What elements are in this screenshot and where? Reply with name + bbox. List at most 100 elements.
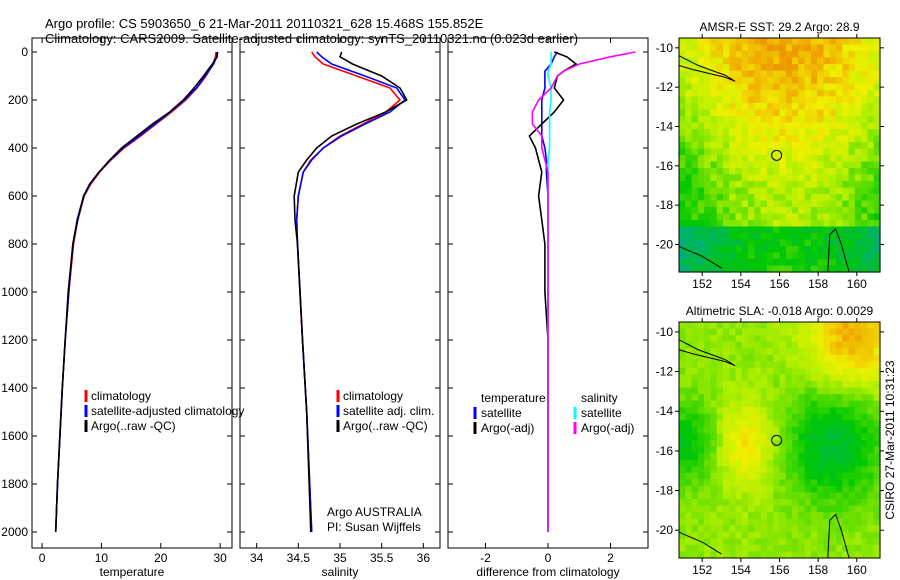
map-cell (861, 518, 869, 526)
map-cell (867, 348, 875, 356)
map-cell (842, 57, 850, 65)
map-cell (854, 90, 862, 98)
map-cell (873, 252, 881, 260)
map-cell (798, 374, 806, 382)
map-cell (823, 174, 831, 182)
map-cell (836, 116, 843, 124)
map-cell (748, 51, 755, 59)
map-cell (798, 348, 806, 356)
map-cell (779, 544, 787, 553)
map-cell (741, 492, 749, 500)
map-cell (848, 499, 856, 507)
map-cell (685, 433, 693, 441)
map-cell (729, 226, 737, 234)
map-cell (785, 413, 793, 421)
map-cell (861, 135, 869, 143)
map-cell (779, 505, 787, 513)
argo-float-marker (771, 149, 783, 161)
y-tick-label: -18 (656, 198, 674, 212)
map-cell (817, 96, 825, 104)
map-cell (704, 335, 712, 343)
map-cell (729, 51, 737, 59)
title-line-1: Argo profile: CS 5903650_6 21-Mar-2011 2… (45, 16, 484, 31)
map-cell (773, 259, 781, 267)
map-cell (748, 426, 755, 435)
map-cell (748, 381, 755, 389)
map-cell (754, 531, 762, 539)
map-cell (735, 174, 743, 182)
map-cell (741, 226, 749, 234)
map-cell (691, 70, 699, 78)
map-cell (829, 83, 837, 91)
map-cell (842, 407, 850, 415)
map-cell (817, 246, 825, 254)
map-cell (710, 407, 718, 415)
map-cell (773, 57, 781, 65)
map-cell (773, 551, 781, 559)
map-cell (861, 420, 869, 428)
map-cell (842, 187, 850, 195)
map-cell (691, 135, 699, 143)
map-cell (722, 381, 730, 389)
map-cell (754, 252, 762, 260)
map-cell (829, 374, 837, 382)
map-cell (741, 135, 749, 143)
map-cell (760, 174, 768, 182)
map-cell (716, 194, 724, 202)
map-cell (691, 525, 699, 533)
map-cell (773, 538, 781, 546)
map-cell (804, 518, 812, 526)
map-cell (748, 148, 755, 156)
map-cell (766, 109, 774, 117)
map-cell (685, 499, 693, 507)
map-cell (848, 446, 856, 454)
map-cell (722, 233, 730, 241)
map-cell (792, 181, 799, 189)
map-cell (810, 394, 818, 402)
map-cell (804, 551, 812, 559)
map-cell (785, 472, 793, 480)
map-cell (810, 70, 818, 78)
map-cell (766, 194, 774, 202)
map-cell (748, 174, 755, 182)
map-cell (704, 174, 712, 182)
map-cell (817, 103, 825, 111)
map-cell (823, 259, 831, 267)
map-cell (691, 233, 699, 241)
map-cell (760, 551, 768, 559)
reef-outline (827, 513, 850, 559)
map-cell (760, 109, 768, 117)
map-cell (817, 129, 825, 137)
map-cell (766, 459, 774, 467)
map-cell (710, 90, 718, 98)
map-cell (804, 259, 812, 267)
map-cell (785, 207, 793, 215)
map-cell (685, 252, 693, 260)
x-axis-label: difference from climatology (476, 565, 619, 579)
y-tick-label: 600 (8, 189, 28, 203)
map-cell (754, 220, 762, 228)
map-cell (735, 335, 743, 343)
map-cell (861, 200, 869, 208)
map-cell (792, 420, 799, 428)
map-cell (766, 207, 774, 215)
map-cell (817, 479, 825, 487)
map-cell (766, 335, 774, 343)
map-cell (741, 381, 749, 389)
map-cell (867, 116, 875, 124)
map-cell (685, 194, 693, 202)
map-cell (848, 233, 856, 241)
map-cell (823, 374, 831, 382)
map-cell (823, 200, 831, 208)
map-cell (804, 265, 812, 273)
map-cell (722, 96, 730, 104)
map-cell (829, 109, 837, 117)
map-cell (748, 90, 755, 98)
map-cell (735, 200, 743, 208)
map-cell (773, 168, 781, 176)
map-cell (773, 400, 781, 408)
map-cell (722, 116, 730, 124)
map-cell (729, 367, 737, 376)
map-cell (873, 426, 881, 435)
map-cell (867, 207, 875, 215)
